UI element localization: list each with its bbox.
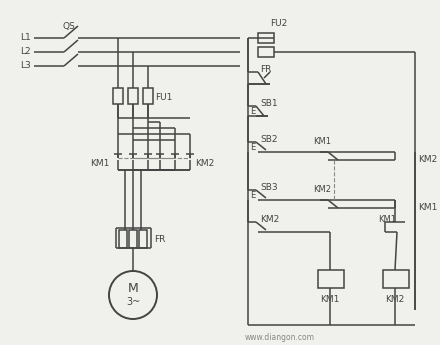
Bar: [318, 270, 344, 288]
Text: www.diangon.com: www.diangon.com: [245, 334, 315, 343]
Text: 3~: 3~: [126, 297, 140, 307]
Bar: [129, 230, 137, 248]
Text: KM2: KM2: [418, 156, 437, 165]
Bar: [383, 270, 409, 288]
Text: L2: L2: [20, 48, 31, 57]
Bar: [258, 33, 274, 43]
Text: M: M: [128, 282, 138, 295]
Text: E: E: [250, 190, 256, 199]
Text: KM1: KM1: [378, 216, 396, 225]
Text: SB2: SB2: [260, 136, 278, 145]
Text: KM1: KM1: [320, 296, 340, 305]
Text: QS: QS: [62, 21, 75, 30]
Text: L3: L3: [20, 61, 31, 70]
Bar: [119, 230, 127, 248]
Text: KM2: KM2: [260, 216, 279, 225]
Bar: [113, 88, 123, 104]
Bar: [143, 88, 153, 104]
Bar: [258, 47, 274, 57]
Text: KM2: KM2: [385, 296, 405, 305]
Text: KM2: KM2: [195, 158, 214, 168]
Bar: [128, 88, 138, 104]
Text: KM1: KM1: [90, 158, 110, 168]
Text: FU2: FU2: [270, 20, 287, 29]
Bar: [139, 230, 147, 248]
Text: E: E: [250, 107, 256, 116]
Text: FR: FR: [260, 66, 271, 75]
Text: SB1: SB1: [260, 99, 278, 108]
Text: L1: L1: [20, 33, 31, 42]
Text: KM2: KM2: [313, 186, 331, 195]
Text: KM1: KM1: [418, 204, 437, 213]
Text: FR: FR: [154, 236, 165, 245]
Text: SB3: SB3: [260, 184, 278, 193]
Text: FU1: FU1: [155, 92, 172, 101]
Text: E: E: [250, 142, 256, 151]
Text: KM1: KM1: [313, 138, 331, 147]
